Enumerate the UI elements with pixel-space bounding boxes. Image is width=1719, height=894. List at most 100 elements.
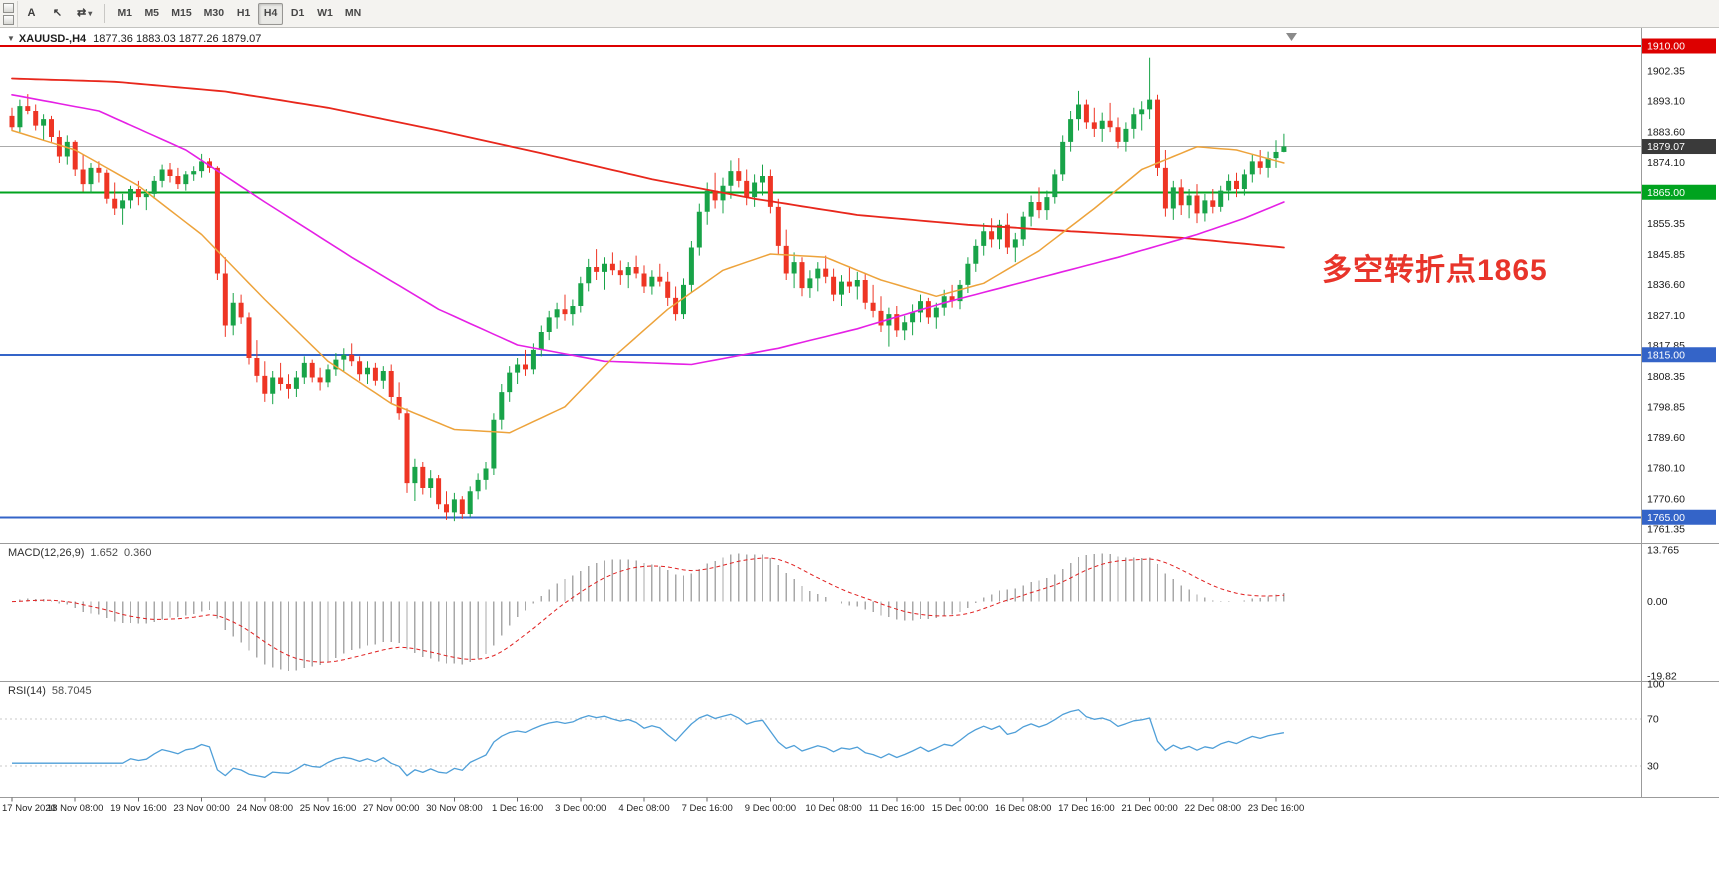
- candle-body: [894, 314, 900, 331]
- candle-body: [404, 413, 410, 484]
- candle-body: [775, 206, 781, 246]
- price-axis-label: 1893.10: [1647, 95, 1685, 107]
- rsi-axis-label: 100: [1647, 679, 1665, 691]
- tf-button-d1[interactable]: D1: [285, 3, 310, 25]
- candle-body: [989, 231, 995, 240]
- tf-button-m5[interactable]: M5: [139, 3, 164, 25]
- time-axis-label: 15 Dec 00:00: [932, 803, 989, 814]
- candle-body: [341, 354, 347, 360]
- tf-button-m15[interactable]: M15: [166, 3, 196, 25]
- candle-body: [1004, 224, 1010, 248]
- tf-button-m30[interactable]: M30: [199, 3, 229, 25]
- candle-body: [199, 161, 205, 172]
- candle-body: [862, 280, 868, 303]
- price-axis-label: 1874.10: [1647, 157, 1685, 169]
- candle-body: [1028, 202, 1034, 217]
- candle-body: [949, 296, 955, 302]
- candle-body: [317, 377, 323, 383]
- candle-body: [372, 367, 378, 381]
- candle-body: [1131, 114, 1137, 129]
- candle-body: [1107, 120, 1113, 128]
- candle-body: [25, 106, 31, 111]
- chevron-down-icon: ▾: [88, 8, 93, 18]
- tf-button-m1[interactable]: M1: [112, 3, 137, 25]
- candle-body: [649, 276, 655, 287]
- time-axis-label: 1 Dec 16:00: [492, 803, 543, 814]
- chart-header: ▼ XAUUSD-,H4 1877.36 1883.03 1877.26 1879.…: [7, 33, 261, 45]
- ma-slow-line: [11, 77, 1285, 249]
- time-axis-label: 9 Dec 00:00: [745, 803, 796, 814]
- horizontal-level-lines[interactable]: [0, 45, 1641, 519]
- tf-button-h1[interactable]: H1: [231, 3, 256, 25]
- candle-body: [546, 317, 552, 332]
- candle-body: [696, 211, 702, 248]
- candle-body: [578, 283, 584, 306]
- candle-body: [1257, 161, 1263, 168]
- time-axis-label: 10 Dec 08:00: [805, 803, 862, 814]
- candle-body: [1115, 127, 1121, 142]
- candle-body: [965, 263, 971, 285]
- candle-body: [278, 377, 284, 384]
- candle-body: [207, 161, 212, 168]
- price-badge: [1642, 139, 1716, 155]
- cursor-tool-button[interactable]: ↖: [46, 3, 69, 25]
- symbol-cycle-button[interactable]: ⇄ ▾: [72, 3, 97, 25]
- candle-body: [49, 119, 54, 137]
- candle-body: [191, 171, 197, 175]
- candle-body: [1186, 195, 1192, 206]
- tf-button-mn[interactable]: MN: [340, 3, 366, 25]
- tf-button-w1[interactable]: W1: [312, 3, 338, 25]
- chart-annotation-text[interactable]: 多空转折点1865: [1322, 254, 1548, 287]
- candle-body: [1123, 128, 1129, 142]
- macd-axis[interactable]: 13.765 0.00 -19.82: [1647, 545, 1679, 683]
- price-axis-label: 1770.60: [1647, 494, 1685, 506]
- candle-body: [633, 267, 639, 274]
- candle-body: [135, 189, 141, 198]
- candle-body: [973, 245, 979, 264]
- panel-separators: [0, 27, 1719, 798]
- candle-body: [1060, 141, 1066, 175]
- candle-body: [325, 369, 331, 383]
- candle-body: [1091, 122, 1097, 129]
- candle-body: [538, 332, 544, 350]
- candle-body: [1099, 120, 1105, 129]
- candle-body: [64, 141, 70, 157]
- candle-body: [428, 478, 434, 488]
- candle-body: [1012, 239, 1018, 248]
- candle-body: [752, 182, 758, 198]
- candle-body: [523, 364, 528, 370]
- rsi-line: [12, 709, 1285, 778]
- candle-body: [933, 307, 939, 318]
- price-badge-text: 1815.00: [1647, 349, 1685, 361]
- candle-body: [760, 176, 765, 183]
- candle-body: [451, 499, 457, 513]
- candle-body: [704, 190, 710, 212]
- candle-body: [499, 392, 505, 420]
- chart-shift-marker-icon: [1286, 33, 1297, 41]
- time-axis-label: 23 Dec 16:00: [1248, 803, 1305, 814]
- collapse-triangle-icon[interactable]: ▼: [7, 34, 15, 43]
- candle-body: [246, 317, 252, 358]
- price-axis-label: 1808.35: [1647, 371, 1685, 383]
- rsi-axis[interactable]: 100 70 30: [1647, 679, 1665, 773]
- text-tool-button[interactable]: A: [20, 3, 43, 25]
- candle-body: [831, 276, 837, 295]
- price-badge-text: 1879.07: [1647, 141, 1685, 153]
- dock-handle-icon[interactable]: [3, 2, 14, 13]
- tf-button-h4[interactable]: H4: [258, 2, 284, 25]
- price-axis-label: 1855.35: [1647, 218, 1685, 230]
- price-axis-label: 1845.85: [1647, 249, 1685, 261]
- macd-signal-value: 0.360: [123, 547, 152, 559]
- candle-body: [436, 478, 442, 505]
- price-badge-text: 1910.00: [1647, 41, 1685, 53]
- price-axis[interactable]: 1902.35 1893.10 1883.60 1874.10 1855.35 1845.…: [1642, 38, 1716, 536]
- macd-signal-line: [11, 557, 1284, 663]
- dock-handle-icon-2[interactable]: [3, 14, 14, 25]
- candle-body: [333, 359, 339, 370]
- candle-body: [744, 180, 750, 198]
- time-axis-label: 18 Nov 08:00: [47, 803, 104, 814]
- candle-body: [641, 273, 647, 287]
- candle-body: [507, 372, 513, 393]
